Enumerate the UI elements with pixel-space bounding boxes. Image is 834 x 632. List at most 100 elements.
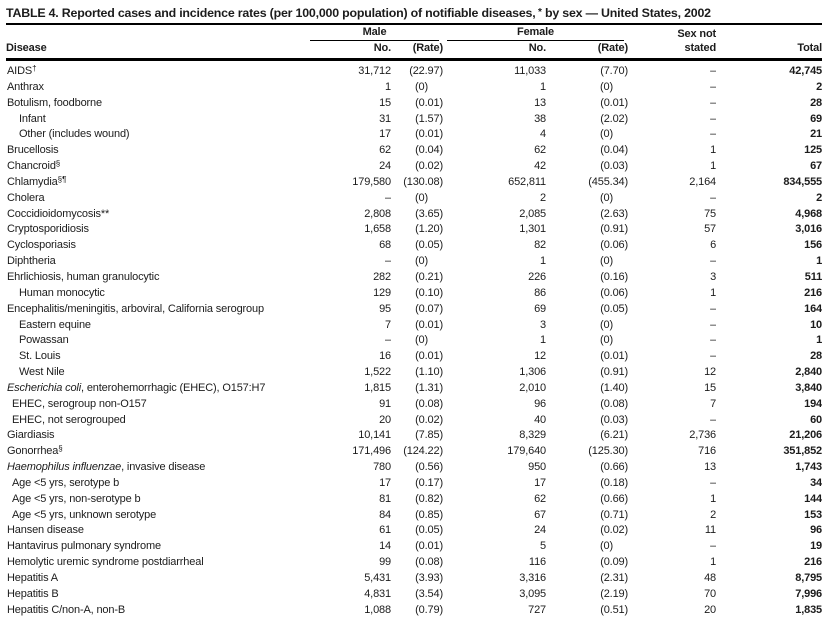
female-no-cell: 2,010 [519,381,547,394]
female-no-column-header: No. [443,41,546,61]
table-row: Chlamydia§¶ 179,580 (130.08) 652,811 (455.34… [6,175,822,191]
sex-not-stated-header-line2: stated [628,41,716,61]
table-row: Giardiasis 10,141 (7.85) 8,329 (6.21) 2,736 21… [6,428,822,444]
male-rate-cell: (0.10) [415,286,444,299]
female-rate-cell: (0.05) [600,302,629,315]
female-no-cell: 8,329 [519,429,547,442]
female-rate-cell: (0.06) [600,286,629,299]
male-rate-cell: (0) [415,255,429,268]
sex-not-stated-header-line1: Sex not [677,28,717,40]
male-rate-cell: (7.85) [415,429,444,442]
total-cell: 21,206 [789,429,823,442]
female-no-cell: 13 [534,96,547,109]
female-no-cell: 62 [534,492,547,505]
table-row: Eastern equine 7 (0.01) 3 (0) – 10 [6,318,822,334]
total-cell: 125 [804,144,823,157]
female-rate-cell: (0) [600,80,614,93]
total-cell: 194 [804,397,823,410]
female-no-cell: 1,301 [519,223,547,236]
female-no-cell: 727 [528,603,547,616]
total-header-spacer [716,25,822,41]
female-no-cell: 1 [540,255,547,268]
male-rate-cell: (0.79) [415,603,444,616]
sex-not-stated-cell: – [710,318,717,331]
male-rate-cell: (0) [415,80,429,93]
sex-not-stated-cell: 75 [704,207,717,220]
group-header-row: Male Female Sex not [6,25,822,41]
total-cell: 144 [804,492,823,505]
female-no-cell: 82 [534,239,547,252]
disease-name: Haemophilus influenzae, invasive disease [7,461,206,474]
female-no-cell: 42 [534,160,547,173]
female-no-cell: 5 [540,540,547,553]
male-rate-cell: (3.54) [415,587,444,600]
table-row: Ehrlichiosis, human granulocytic 282 (0.21… [6,270,822,286]
total-cell: 3,016 [795,223,823,236]
male-no-cell: 16 [379,350,391,363]
disease-name: Age <5 yrs, non-serotype b [12,492,141,505]
total-cell: 1,743 [795,461,823,474]
table-title: TABLE 4. Reported cases and incidence ra… [6,4,822,25]
male-rate-cell: (0.02) [415,413,444,426]
male-no-cell: 20 [379,413,391,426]
male-no-cell: 61 [379,524,391,537]
sex-not-stated-cell: – [710,112,717,125]
female-rate-cell: (125.30) [588,445,629,458]
male-no-cell: 81 [379,492,391,505]
disease-name: EHEC, serogroup non-O157 [12,397,147,410]
female-rate-cell: (2.31) [600,572,629,584]
male-no-cell: 171,496 [352,445,391,458]
disease-name: Age <5 yrs, unknown serotype [12,508,157,521]
female-column-group: Female [443,25,628,41]
female-no-cell: 96 [534,397,547,410]
notifiable-diseases-table: Male Female Sex not Disease No. (Rate) N… [6,25,822,619]
disease-name: Cryptosporidiosis [7,223,89,236]
total-cell: 19 [810,540,823,553]
table-row: Brucellosis 62 (0.04) 62 (0.04) 1 125 [6,143,822,159]
female-no-cell: 17 [534,476,547,489]
sex-not-stated-cell: 2 [710,508,717,521]
sex-not-stated-cell: 1 [710,556,717,569]
male-no-cell: 91 [379,397,391,410]
disease-name: Brucellosis [7,144,59,157]
male-no-cell: 1,522 [364,366,391,379]
female-rate-cell: (455.34) [588,175,629,188]
male-rate-cell: (3.93) [415,572,444,584]
disease-name: AIDS† [7,64,37,78]
sex-not-stated-cell: – [710,65,717,77]
table-row: St. Louis 16 (0.01) 12 (0.01) – 28 [6,349,822,365]
male-no-cell: 7 [385,318,391,331]
sex-not-stated-cell: – [710,191,717,204]
table-row: EHEC, serogroup non-O157 91 (0.08) 96 (0.08)… [6,397,822,413]
female-no-cell: 1 [540,80,547,93]
female-rate-cell: (0.01) [600,96,629,109]
table-row: Infant 31 (1.57) 38 (2.02) – 69 [6,112,822,128]
male-no-cell: 62 [379,144,391,157]
total-cell: 10 [810,318,823,331]
female-rate-cell: (0) [600,334,614,347]
male-rate-column-header: (Rate) [391,41,443,61]
disease-name: Giardiasis [7,429,55,442]
male-rate-cell: (1.31) [415,381,444,394]
total-cell: 834,555 [783,175,823,188]
sex-not-stated-cell: – [710,413,717,426]
female-rate-cell: (0.02) [600,524,629,537]
footnote-marker: § [55,159,61,169]
male-no-cell: 4,831 [364,587,391,600]
sex-not-stated-cell: – [710,128,717,141]
disease-genus-italic: Haemophilus influenzae [7,461,122,474]
table-row: Anthrax 1 (0) 1 (0) – 2 [6,80,822,96]
disease-name: Chlamydia§¶ [7,174,67,188]
male-rate-cell: (130.08) [403,175,444,188]
male-rate-cell: (0.07) [415,302,444,315]
male-no-cell: – [385,255,391,268]
table-header: Male Female Sex not Disease No. (Rate) N… [6,25,822,61]
female-rate-cell: (6.21) [600,429,629,442]
female-rate-cell: (2.19) [600,587,629,600]
male-no-cell: 1,088 [364,603,391,616]
total-cell: 1,835 [795,603,823,616]
table-row: AIDS† 31,712 (22.97) 11,033 (7.70) – 42,745 [6,60,822,80]
sex-not-stated-cell: 1 [710,492,717,505]
male-no-cell: 99 [379,556,391,569]
